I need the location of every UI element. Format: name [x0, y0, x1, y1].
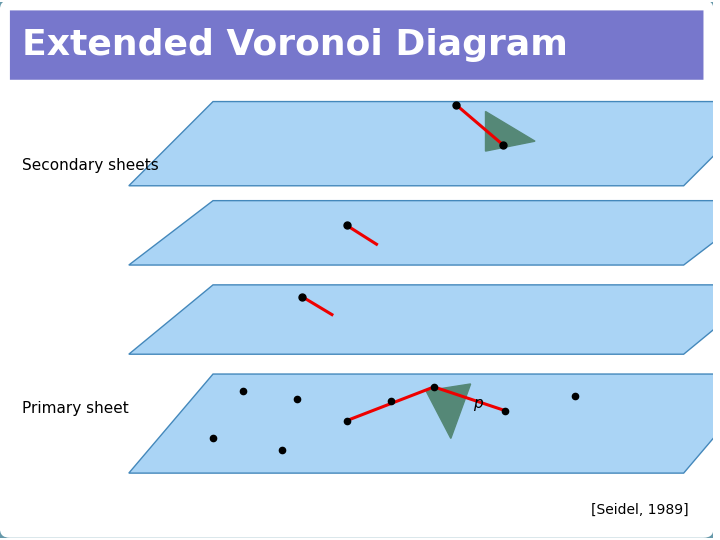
Text: p: p [472, 396, 482, 411]
Text: [Seidel, 1989]: [Seidel, 1989] [591, 503, 688, 517]
Text: Secondary sheets: Secondary sheets [22, 158, 158, 173]
Polygon shape [129, 285, 720, 354]
Text: Primary sheet: Primary sheet [22, 401, 129, 416]
Text: Extended Voronoi Diagram: Extended Voronoi Diagram [22, 28, 567, 62]
Polygon shape [129, 374, 720, 473]
Polygon shape [485, 111, 535, 151]
Polygon shape [129, 201, 720, 265]
FancyBboxPatch shape [10, 10, 703, 80]
Polygon shape [129, 102, 720, 186]
Polygon shape [426, 384, 471, 438]
